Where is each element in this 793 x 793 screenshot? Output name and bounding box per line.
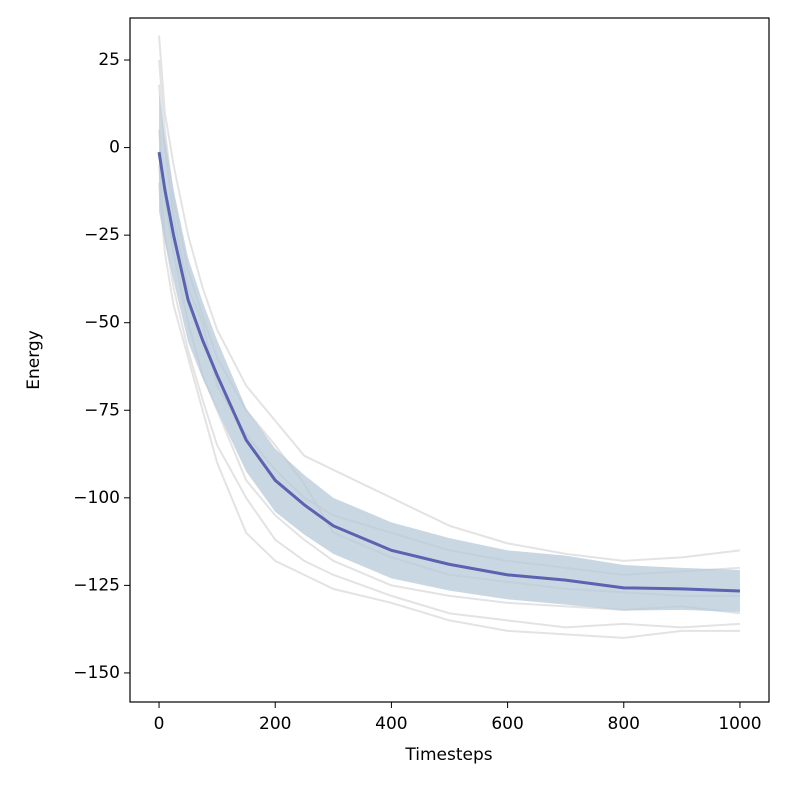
std-band [159, 92, 740, 612]
y-axis-label: Energy [24, 330, 44, 390]
y-tick-label: −25 [84, 225, 120, 245]
x-tick-label: 0 [154, 714, 165, 734]
y-tick-label: −75 [84, 400, 120, 420]
x-tick-label: 400 [375, 714, 407, 734]
y-tick-label: −125 [73, 575, 120, 595]
x-tick-label: 200 [259, 714, 291, 734]
y-tick-label: 25 [98, 50, 120, 70]
run-line [158, 182, 740, 639]
plot-frame [129, 17, 770, 703]
x-tick-label: 800 [608, 714, 640, 734]
run-line [158, 165, 741, 629]
y-tick-label: −50 [84, 313, 120, 333]
mean-line [157, 151, 741, 593]
y-tick-label: 0 [109, 138, 120, 158]
y-tick-label: −150 [73, 663, 120, 683]
run-line [158, 35, 741, 562]
y-tick-label: −100 [73, 488, 120, 508]
x-tick-label: 600 [491, 714, 523, 734]
run-line [158, 84, 741, 576]
x-tick-label: 1000 [718, 714, 761, 734]
x-axis-label: Timesteps [404, 745, 492, 765]
run-line [158, 59, 740, 597]
